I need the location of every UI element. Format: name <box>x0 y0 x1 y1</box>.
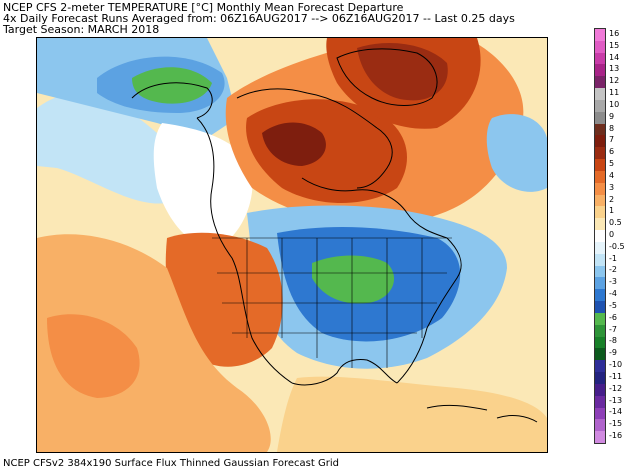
colorbar-tick-label: 13 <box>609 64 620 74</box>
colorbar-swatch <box>595 253 605 267</box>
colorbar-swatch <box>595 348 605 361</box>
colorbar-tick-label: 15 <box>609 40 620 50</box>
colorbar-tick-label: 6 <box>609 147 615 157</box>
colorbar-tick-label: 7 <box>609 135 615 145</box>
colorbar-tick-label: -14 <box>609 407 623 417</box>
footer-caption: NCEP CFSv2 384x190 Surface Flux Thinned … <box>3 458 339 469</box>
colorbar-tick-label: 2 <box>609 194 615 204</box>
colorbar-swatch <box>595 135 605 148</box>
colorbar-swatch <box>595 383 605 397</box>
colorbar-swatch <box>595 159 605 172</box>
colorbar-tick-label: -1 <box>609 253 617 263</box>
colorbar-tick-label: -16 <box>609 431 623 441</box>
colorbar-swatch <box>595 218 605 231</box>
colorbar-swatch <box>595 360 605 373</box>
atlantic-cool <box>486 114 547 192</box>
colorbar-swatch <box>595 431 605 444</box>
pacific-warm-patch <box>47 314 140 398</box>
colorbar-tick-label: 5 <box>609 159 615 169</box>
canada-hot-spot <box>262 122 326 166</box>
colorbar-swatch <box>595 419 605 432</box>
temperature-anomaly-map <box>37 38 547 452</box>
colorbar-swatch <box>595 372 605 385</box>
chart-title-line1: NCEP CFS 2-meter TEMPERATURE [°C] Monthl… <box>3 1 404 14</box>
colorbar-tick-label: 9 <box>609 111 615 121</box>
midwest-green <box>312 255 395 304</box>
alaska-green <box>132 67 212 104</box>
colorbar <box>594 28 606 444</box>
colorbar-tick-label: 1 <box>609 206 615 216</box>
colorbar-swatch <box>595 99 605 113</box>
colorbar-swatch <box>595 52 605 65</box>
colorbar-swatch <box>595 407 605 420</box>
colorbar-swatch <box>595 395 605 408</box>
colorbar-swatch <box>595 123 605 136</box>
colorbar-swatch <box>595 336 605 349</box>
state-borders <box>212 237 452 368</box>
colorbar-tick-label: -3 <box>609 277 617 287</box>
colorbar-swatch <box>595 301 605 314</box>
colorbar-tick-label: -13 <box>609 395 623 405</box>
colorbar-tick-label: -4 <box>609 289 617 299</box>
colorbar-tick-label: 10 <box>609 99 620 109</box>
colorbar-swatch <box>595 324 605 338</box>
colorbar-swatch <box>595 111 605 125</box>
colorbar-tick-label: -15 <box>609 419 623 429</box>
colorbar-tick-label: 0.5 <box>609 218 622 228</box>
colorbar-swatch <box>595 230 605 243</box>
colorbar-swatch <box>595 88 605 101</box>
colorbar-tick-label: -11 <box>609 371 623 381</box>
colorbar-swatch <box>595 277 605 290</box>
chart-title-line3: Target Season: MARCH 2018 <box>3 23 160 36</box>
colorbar-swatch <box>595 206 605 219</box>
colorbar-tick-label: 14 <box>609 52 620 62</box>
greenland-warm-core <box>357 43 448 101</box>
colorbar-swatch <box>595 147 605 160</box>
colorbar-tick-label: 8 <box>609 123 615 133</box>
colorbar-swatch <box>595 76 605 89</box>
colorbar-swatch <box>595 241 605 255</box>
colorbar-swatch <box>595 40 605 54</box>
coastlines <box>131 48 538 423</box>
colorbar-tick-label: -0.5 <box>609 241 625 251</box>
colorbar-tick-label: -7 <box>609 324 617 334</box>
colorbar-tick-label: -10 <box>609 360 623 370</box>
colorbar-tick-label: 11 <box>609 88 620 98</box>
colorbar-swatch <box>595 289 605 302</box>
colorbar-tick-label: -8 <box>609 336 617 346</box>
colorbar-swatch <box>595 265 605 278</box>
forecast-map <box>36 37 548 453</box>
colorbar-swatch <box>595 194 605 207</box>
colorbar-swatch <box>595 29 605 42</box>
colorbar-tick-label: -12 <box>609 383 623 393</box>
chart-title-line2: 4x Daily Forecast Runs Averaged from: 06… <box>3 12 515 25</box>
colorbar-tick-label: 16 <box>609 28 620 38</box>
colorbar-swatch <box>595 64 605 77</box>
colorbar-tick-label: -2 <box>609 265 617 275</box>
colorbar-swatch <box>595 182 605 196</box>
pacific-cool-area <box>37 93 186 204</box>
colorbar-tick-label: -5 <box>609 300 617 310</box>
caribbean-warm <box>277 376 547 452</box>
colorbar-swatch <box>595 170 605 184</box>
colorbar-tick-label: -6 <box>609 312 617 322</box>
colorbar-tick-label: 12 <box>609 76 620 86</box>
colorbar-tick-label: 3 <box>609 182 615 192</box>
colorbar-swatch <box>595 312 605 326</box>
bc-neutral <box>153 123 253 248</box>
colorbar-tick-label: -9 <box>609 348 617 358</box>
colorbar-tick-label: 4 <box>609 170 615 180</box>
colorbar-tick-label: 0 <box>609 230 615 239</box>
